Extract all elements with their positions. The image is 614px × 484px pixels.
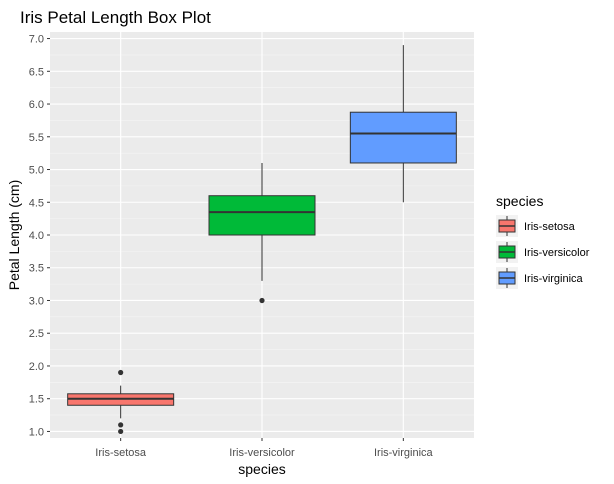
y-tick-label: 1.0 — [29, 426, 44, 438]
outlier-point — [118, 369, 124, 376]
box-plot-series — [67, 45, 457, 435]
x-axis: Iris-setosa Iris-versicolor Iris-virginica — [95, 438, 434, 459]
legend-item: Iris-setosa — [496, 215, 576, 237]
x-tick-label: Iris-versicolor — [229, 447, 295, 459]
legend-item-label: Iris-versicolor — [524, 247, 590, 259]
y-tick-label: 6.0 — [29, 99, 44, 111]
x-axis-label: species — [238, 461, 285, 477]
y-axis-label: Petal Length (cm) — [6, 180, 22, 291]
y-tick-label: 6.5 — [29, 66, 44, 78]
legend-item: Iris-virginica — [496, 267, 584, 289]
chart-title: Iris Petal Length Box Plot — [20, 8, 211, 27]
box-iris-virginica — [349, 45, 457, 203]
box-body — [208, 195, 316, 236]
y-tick-label: 5.0 — [29, 165, 44, 177]
legend: species Iris-setosa Iris-versicolor Iris-v… — [496, 193, 590, 289]
outlier-point — [259, 297, 265, 304]
box-iris-setosa — [67, 369, 175, 435]
box-iris-versicolor — [208, 162, 316, 304]
y-tick-label: 2.0 — [29, 361, 44, 373]
outlier-point — [118, 428, 124, 435]
box-body — [349, 111, 457, 164]
y-tick-label: 5.5 — [29, 132, 44, 144]
y-tick-label: 4.5 — [29, 197, 44, 209]
y-tick-label: 1.5 — [29, 394, 44, 406]
x-tick-label: Iris-virginica — [374, 447, 434, 459]
y-tick-label: 7.0 — [29, 34, 44, 46]
legend-item-label: Iris-setosa — [524, 221, 576, 233]
y-tick-label: 3.0 — [29, 295, 44, 307]
legend-title: species — [496, 193, 543, 209]
y-tick-label: 4.0 — [29, 230, 44, 242]
legend-item-label: Iris-virginica — [524, 273, 584, 285]
outlier-point — [118, 422, 124, 428]
y-axis: 1.0 1.5 2.0 2.5 3.0 3.5 4.0 4.5 5.0 5.5 6.0 6.5 7.0 — [29, 34, 50, 438]
legend-item: Iris-versicolor — [496, 241, 590, 263]
x-tick-label: Iris-setosa — [95, 447, 147, 459]
y-tick-label: 2.5 — [29, 328, 44, 340]
y-tick-label: 3.5 — [29, 263, 44, 275]
